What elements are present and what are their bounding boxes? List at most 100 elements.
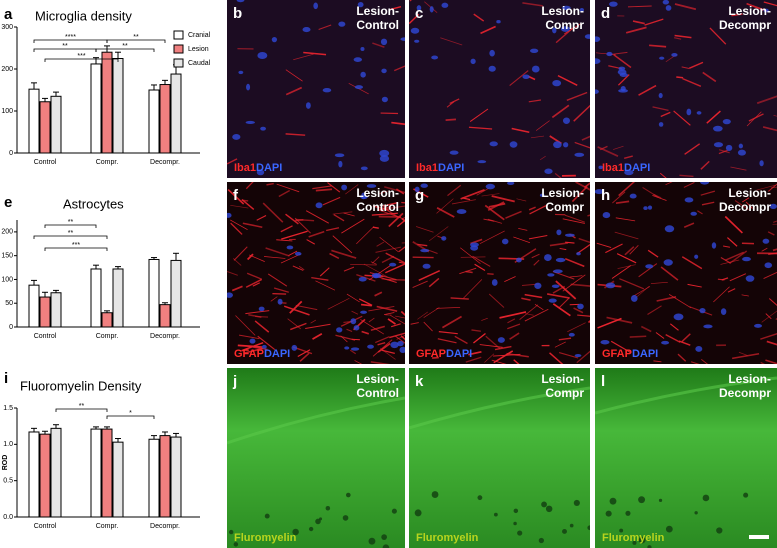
panel-letter: a [4,6,13,23]
stain-name: GFAP [416,348,446,360]
fiber [701,201,715,206]
fiber [285,133,306,136]
fiber [507,318,516,324]
nucleus [232,134,241,140]
fiber [368,306,395,312]
fiber [254,320,270,333]
significance-label: ** [62,43,68,50]
fiber [460,189,485,200]
panel-title: Control [356,386,399,400]
fiber [310,319,317,324]
nucleus [360,71,366,78]
legend-swatch [173,58,184,68]
nucleus [257,51,268,59]
y-tick-label: 1.0 [3,441,13,448]
nucleus [488,65,496,72]
fiber [372,226,379,229]
fiber [389,332,405,339]
panel-title: Lesion- [541,372,584,386]
fiber [562,218,585,224]
fiber [315,280,336,291]
fiber [531,253,540,259]
fiber [487,272,494,275]
nucleus [548,298,557,303]
nucleus [367,344,374,349]
fiber [335,334,356,341]
nucleus [725,144,733,151]
nucleus [595,36,601,42]
fiber [545,206,552,212]
nucleus [629,193,637,199]
micrograph: l Lesion-Decompr Fluromyelin [595,368,777,548]
nucleus [400,37,405,41]
bar [112,58,124,154]
cell-dot [647,545,652,548]
cell-dot [545,505,553,513]
significance-bracket [44,224,97,228]
fiber [382,201,399,207]
fiber [756,184,776,191]
fiber [765,359,777,364]
fiber [440,37,463,46]
fiber [375,336,390,344]
fiber [278,189,291,198]
fiber [720,259,740,265]
fiber [305,210,329,224]
bar [90,268,102,328]
fiber [670,323,679,331]
nucleus [598,165,603,170]
fiber [683,222,695,228]
panel-letter: c [415,5,423,22]
fiber [263,256,286,259]
fiber [513,359,520,364]
fiber [555,280,577,300]
fiber [341,218,365,234]
fiber [385,263,405,274]
stain-label: Iba1DAPI [602,162,650,174]
y-tick-label: 1.5 [3,405,13,412]
fiber [248,313,262,318]
nucleus [373,273,379,279]
fiber [766,340,777,346]
fiber [412,280,428,289]
fiber [562,274,586,292]
nucleus [315,202,323,209]
fiber [649,44,667,48]
nucleus [534,282,542,289]
fiber [558,337,572,341]
fiber [273,287,289,293]
nucleus [354,85,363,90]
fiber [484,353,495,363]
fiber [415,226,434,233]
bar [50,427,62,518]
fiber [539,155,546,161]
fiber [343,266,355,272]
cell-dot [573,499,580,506]
fiber [235,315,256,336]
cell-dot [605,510,612,517]
fiber [481,317,488,321]
nucleus [684,197,694,203]
fiber [383,312,395,316]
fiber [281,230,308,240]
fiber [378,209,405,220]
nucleus [422,263,431,269]
fiber [293,53,314,61]
fiber [361,330,370,335]
nucleus [410,27,420,34]
cell-dot [632,540,637,545]
fiber [574,141,590,149]
stain-name: DAPI [438,162,464,174]
y-tick-label: 150 [1,253,13,260]
nucleus [568,332,575,337]
fiber [298,265,305,271]
fiber [727,288,736,293]
scale-bar [749,535,769,539]
nucleus [286,245,294,250]
fiber [289,300,303,314]
fiber [401,201,405,204]
micrograph-background [227,182,405,364]
nucleus [617,69,627,75]
stain-name: Iba1 [416,162,438,174]
panel-title: Decompr [719,200,771,214]
